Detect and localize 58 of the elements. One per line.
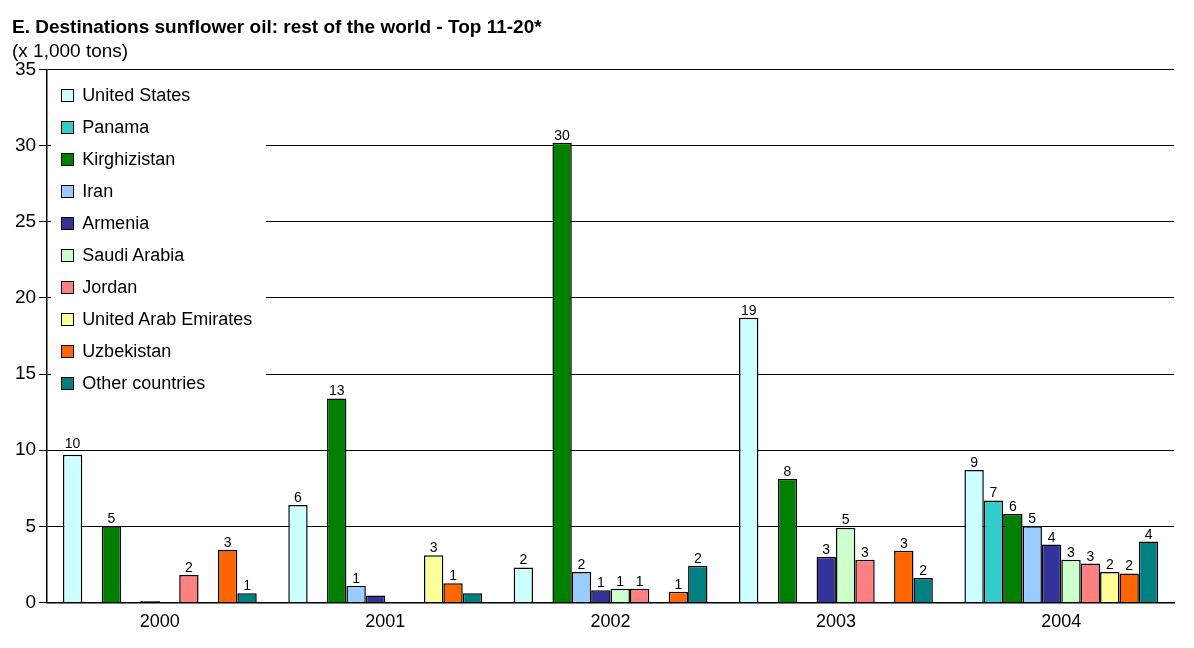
data-label: 6 [1008, 498, 1017, 515]
legend-label: Jordan [82, 277, 138, 299]
data-label: 4 [1144, 525, 1153, 542]
legend-label: Saudi Arabia [82, 245, 185, 267]
legend-label: Kirghizistan [82, 149, 176, 171]
data-label: 1 [596, 574, 605, 591]
data-label: 9 [970, 453, 979, 470]
data-label: 2 [577, 555, 586, 572]
y-tick-label: 10 [14, 438, 37, 460]
data-label: 2 [1125, 557, 1134, 574]
legend-label: Iran [82, 181, 114, 203]
data-label: 7 [989, 484, 998, 501]
data-label: 30 [554, 126, 571, 143]
data-label: 3 [223, 533, 232, 550]
data-label: 1 [352, 569, 361, 586]
y-tick-label: 30 [14, 133, 37, 155]
data-label: 3 [1086, 547, 1095, 564]
data-label: 2 [185, 559, 193, 575]
data-label: 5 [1028, 510, 1037, 527]
data-label: 2 [519, 551, 528, 568]
x-tick-label: 2002 [590, 611, 631, 632]
legend-label: Other countries [82, 373, 206, 395]
data-label: 1 [674, 575, 683, 592]
data-label: 2 [919, 562, 928, 579]
legend-label: Armenia [82, 213, 150, 235]
legend-label: Uzbekistan [82, 341, 172, 363]
data-label: 19 [740, 301, 757, 318]
legend-label: United States [82, 85, 191, 107]
data-label: 10 [64, 434, 81, 451]
data-label: 3 [861, 543, 870, 560]
x-tick-label: 2004 [1041, 611, 1082, 632]
data-label: 1 [243, 577, 252, 594]
legend-label: United Arab Emirates [82, 309, 253, 331]
data-label: 8 [783, 463, 792, 480]
data-label: 3 [899, 534, 908, 551]
data-label: 1 [449, 567, 458, 584]
data-label: 13 [328, 382, 345, 399]
x-tick-label: 2003 [815, 611, 856, 632]
data-label: 2 [1105, 555, 1114, 572]
data-label: 5 [841, 510, 850, 527]
y-tick-label: 5 [25, 514, 37, 536]
data-label: 3 [822, 540, 831, 557]
data-label: 1 [635, 572, 644, 589]
legend-label: Panama [82, 117, 150, 139]
x-tick-label: 2000 [139, 611, 180, 632]
x-tick-label: 2001 [365, 611, 406, 632]
data-label: 2 [693, 549, 702, 566]
y-tick-label: 15 [14, 362, 37, 384]
chart-title: E. Destinations sunflower oil: rest of the world - Top 11-20* [12, 15, 543, 37]
y-tick-label: 25 [14, 210, 37, 232]
data-label: 3 [1067, 543, 1076, 560]
data-label: 6 [294, 488, 303, 505]
y-tick-label: 20 [14, 286, 37, 308]
y-tick-label: 0 [25, 590, 37, 612]
data-label: 3 [429, 539, 438, 556]
data-label: 5 [107, 510, 116, 527]
data-label: 1 [616, 572, 625, 589]
data-label: 4 [1047, 528, 1056, 545]
